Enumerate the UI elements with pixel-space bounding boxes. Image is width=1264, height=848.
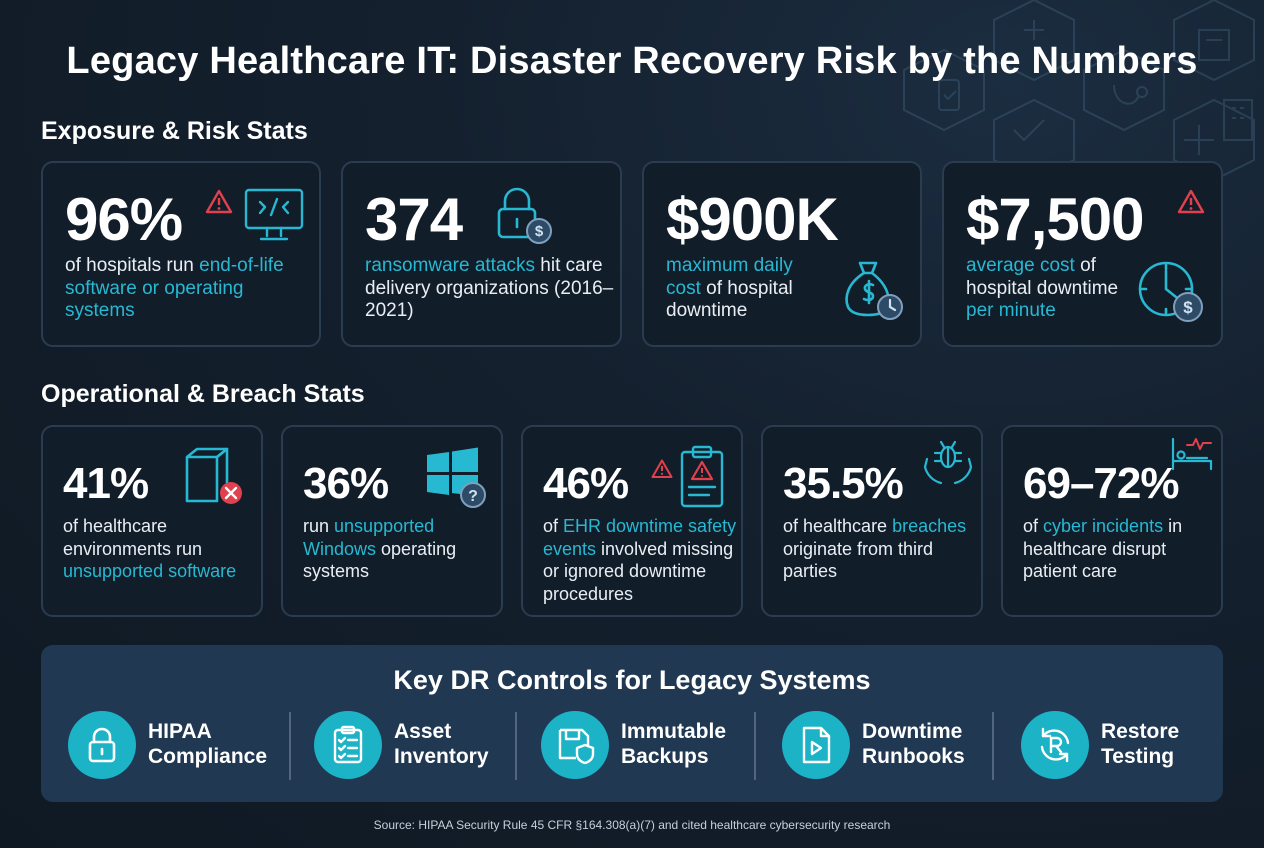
stat-description: maximum daily cost of hospital downtime <box>666 255 793 321</box>
stat-card-ransomware: 374 $ ransomware attacks hit care delive… <box>341 161 622 347</box>
stat-value: 36% <box>303 459 389 508</box>
stat-value: 41% <box>63 459 149 508</box>
stat-description: run unsupported Windows operating system… <box>303 516 457 581</box>
divider <box>992 712 994 780</box>
svg-text:?: ? <box>468 488 478 505</box>
control-label: Immutable Backups <box>621 720 727 768</box>
svg-text:$: $ <box>1183 298 1193 317</box>
control-label: Asset Inventory <box>394 720 489 768</box>
dr-controls-panel: Key DR Controls for Legacy Systems HIPAA… <box>41 645 1223 802</box>
stat-card-cost-per-minute: $7,500 average cost of hospital downtime… <box>942 161 1223 347</box>
svg-text:$: $ <box>535 223 544 240</box>
hospital-bed-pulse-icon <box>1171 437 1213 471</box>
page-title: Legacy Healthcare IT: Disaster Recovery … <box>66 40 1198 82</box>
stat-card-patient-care: 69–72% of cyber incidents in healthcare … <box>1001 425 1223 617</box>
stat-card-unsupported-software: 41% of healthcare environments run unsup… <box>41 425 263 617</box>
control-label: Restore Testing <box>1101 720 1180 768</box>
section-heading-exposure: Exposure & Risk Stats <box>41 117 308 145</box>
warning-icon <box>651 459 673 478</box>
divider <box>289 712 291 780</box>
stat-value: $7,500 <box>966 186 1145 253</box>
section-heading-operational: Operational & Breach Stats <box>41 380 365 408</box>
restore-cycle-icon <box>1040 727 1070 763</box>
windows-question-icon: ? <box>427 447 486 508</box>
play-document-icon <box>802 726 831 764</box>
stat-description: of hospitals run end-of-life software or… <box>65 255 284 321</box>
stat-card-third-party-breaches: 35.5% of healthcare breaches originate f… <box>761 425 983 617</box>
source-note: Source: HIPAA Security Rule 45 CFR §164.… <box>373 818 891 832</box>
stat-card-unsupported-windows: 36% ? run unsupported Windows operating … <box>281 425 503 617</box>
stat-description: of healthcare environments run unsupport… <box>63 516 237 581</box>
stat-description: of EHR downtime safety events involved m… <box>543 516 737 604</box>
stat-description: of cyber incidents in healthcare disrupt… <box>1023 516 1183 581</box>
stat-card-daily-cost: $900K maximum daily cost of hospital dow… <box>642 161 922 347</box>
stat-card-end-of-life: 96% of hospitals run end-of-life softwar… <box>41 161 321 347</box>
stat-card-ehr-downtime: 46% of EHR downtime safety events involv… <box>521 425 743 617</box>
stat-value: 374 <box>365 186 463 253</box>
control-label: HIPAA Compliance <box>148 720 268 768</box>
panel-title: Key DR Controls for Legacy Systems <box>393 665 871 695</box>
monitor-code-icon <box>244 188 304 241</box>
divider <box>754 712 756 780</box>
stat-value: $900K <box>666 186 839 253</box>
lock-icon <box>88 727 116 763</box>
clock-dollar-icon: $ <box>1138 261 1203 322</box>
stat-value: 46% <box>543 459 629 508</box>
divider <box>515 712 517 780</box>
clipboard-warning-icon <box>680 445 724 508</box>
stat-value: 69–72% <box>1023 459 1179 508</box>
warning-icon <box>205 189 233 214</box>
stat-description: ransomware attacks hit care delivery org… <box>365 255 614 321</box>
stat-description: of healthcare breaches originate from th… <box>783 516 967 581</box>
padlock-dollar-icon: $ <box>497 187 552 244</box>
stat-value: 35.5% <box>783 459 904 508</box>
box-error-icon <box>185 447 242 504</box>
floppy-shield-icon <box>558 728 595 765</box>
control-label: Downtime Runbooks <box>862 720 965 768</box>
stat-value: 96% <box>65 186 183 253</box>
stat-description: average cost of hospital downtime per mi… <box>966 255 1119 321</box>
warning-icon <box>1177 189 1205 214</box>
money-bag-clock-icon <box>845 261 903 320</box>
bug-hands-icon <box>923 440 973 485</box>
checklist-icon <box>333 725 363 764</box>
